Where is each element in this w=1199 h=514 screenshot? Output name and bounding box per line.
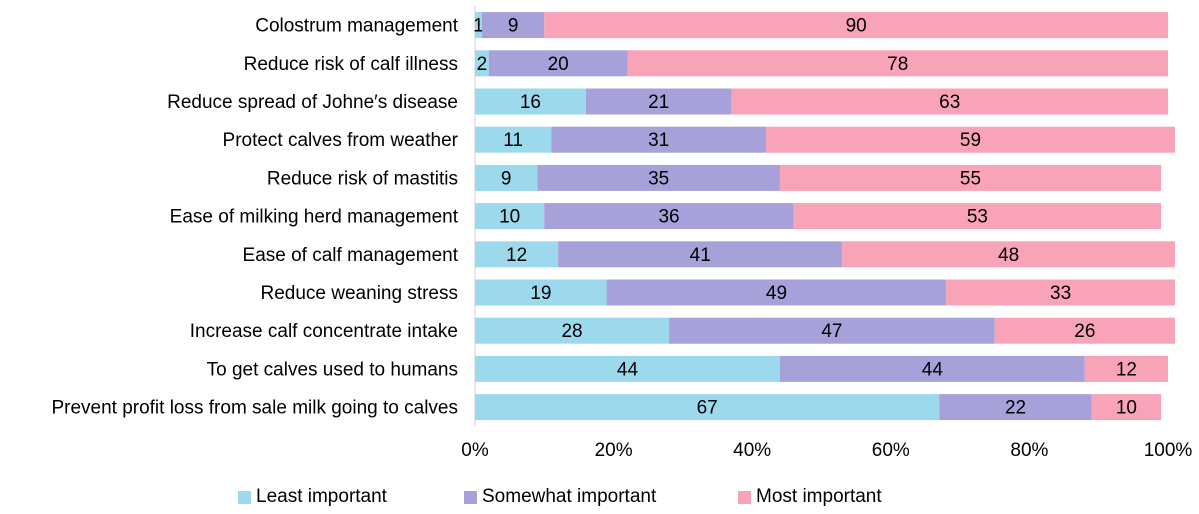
bar-segment [939,394,1092,421]
data-label: 1 [473,16,484,37]
data-label: 19 [530,283,551,304]
bar-segment [627,50,1168,77]
bar-segment [475,164,538,191]
data-label: 47 [821,321,842,342]
category-label: Protect calves from weather [223,130,459,151]
data-label: 12 [1116,359,1137,380]
legend-label: Most important [756,486,882,507]
category-label: Increase calf concentrate intake [190,321,458,342]
category-label: Colostrum management [255,16,458,37]
data-label: 10 [499,207,520,228]
bar-segment [779,164,1162,191]
category-label: Reduce risk of mastitis [267,168,458,189]
legend-item: Most important [738,486,882,508]
data-label: 22 [1005,398,1026,419]
legend-label: Least important [256,486,387,507]
x-tick-label: 0% [461,440,489,461]
bar-segment [585,88,732,115]
data-label: 44 [617,359,639,380]
category-label: Reduce spread of Johne′s disease [167,92,458,113]
data-label: 49 [766,283,787,304]
legend-label: Somewhat important [482,486,657,507]
legend-swatch [238,490,251,504]
bar-segment [842,241,1175,268]
data-label: 26 [1074,321,1095,342]
data-label: 78 [887,54,908,75]
legend: Least important Somewhat important Most im… [0,484,1199,514]
x-tick-label: 40% [733,440,771,461]
bar-segment [537,164,780,191]
data-label: 53 [967,207,988,228]
data-label: 28 [561,321,582,342]
bar-segment [481,12,545,39]
bar-segment [475,203,545,230]
legend-swatch [464,490,477,504]
data-label: 90 [846,16,867,37]
data-label: 44 [922,359,944,380]
bar-segment [793,203,1162,230]
bar-segment [544,12,1168,39]
bar-segment [558,241,843,268]
bar-segment [779,355,1085,382]
bar-segment [475,88,586,115]
data-label: 20 [548,54,569,75]
bar-segment [475,279,607,306]
x-tick-label: 80% [1010,440,1048,461]
bar-segment [475,355,780,382]
data-label: 33 [1050,283,1071,304]
legend-swatch [738,490,751,504]
data-label: 10 [1116,398,1137,419]
bar-segment [475,50,489,77]
x-tick-label: 60% [872,440,910,461]
category-label: Prevent profit loss from sale milk going… [51,398,458,419]
category-label: Ease of milking herd management [170,207,459,228]
bar-segment [475,241,559,268]
category-label: Reduce weaning stress [261,283,459,304]
bar-segment [475,317,670,344]
data-label: 16 [520,92,541,113]
legend-item: Somewhat important [464,486,656,508]
data-label: 31 [648,130,669,151]
x-tick-label: 100% [1144,440,1193,461]
data-label: 48 [998,245,1019,266]
legend-item: Least important [238,486,387,508]
bar-segment [488,50,628,77]
bar-segment [994,317,1175,344]
data-label: 35 [648,168,669,189]
data-label: 67 [697,398,718,419]
bar-segment [946,279,1175,306]
data-label: 11 [503,130,523,151]
data-label: 63 [939,92,960,113]
category-label: Ease of calf management [243,245,459,266]
category-label: Reduce risk of calf illness [244,54,458,75]
bar-segment [606,279,947,306]
data-label: 2 [477,54,488,75]
x-tick-label: 20% [595,440,633,461]
data-label: 59 [960,130,981,151]
bar-segment [544,203,794,230]
data-label: 36 [658,207,679,228]
bar-segment [475,12,482,39]
category-label: To get calves used to humans [207,359,458,380]
bar-segment [475,394,940,421]
data-label: 41 [690,245,711,266]
data-label: 55 [960,168,981,189]
bar-segment [1091,394,1162,421]
data-label: 12 [506,245,527,266]
data-label: 9 [508,16,519,37]
bar-segment [669,317,995,344]
bar-segment [551,126,767,153]
bar-segment [1084,355,1168,382]
data-label: 9 [501,168,512,189]
data-label: 21 [648,92,669,113]
bar-segment [731,88,1168,115]
bar-segment [766,126,1175,153]
bar-segment [475,126,552,153]
